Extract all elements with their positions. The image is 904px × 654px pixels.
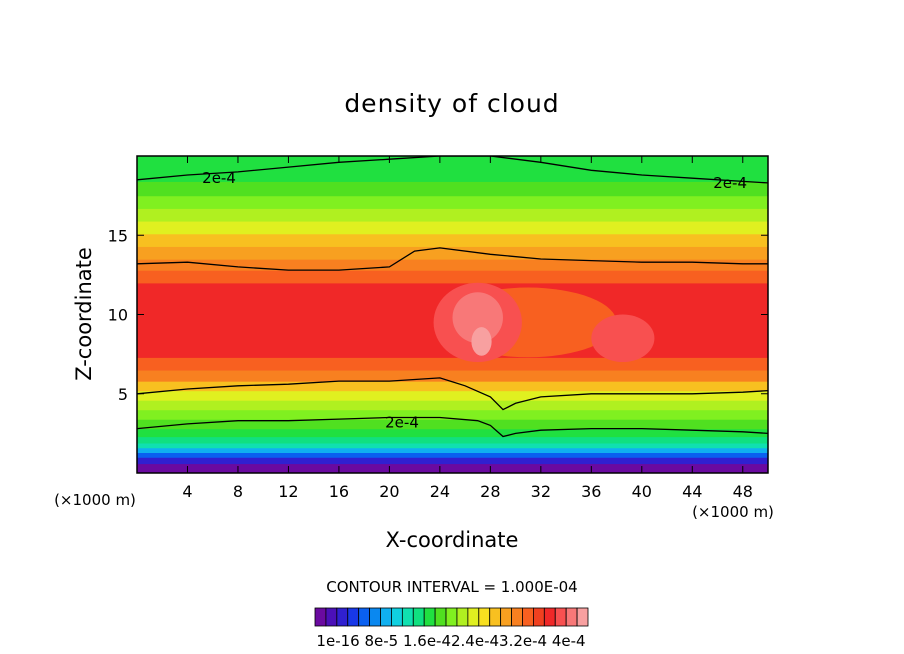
density-layer-6 [137,428,768,438]
x-tick-label-36: 36 [581,482,601,501]
contour-label-1: 2e-4 [713,174,747,192]
density-layer-9 [137,400,768,411]
density-layer-22 [137,181,768,197]
x-tick-label-44: 44 [682,482,702,501]
x-unit-right: (×1000 m) [692,503,774,521]
colorbar-swatch-9 [412,607,425,627]
colorbar [314,607,589,627]
y-tick-label-10: 10 [108,306,128,325]
contour-line-2 [137,377,768,411]
colorbar-swatch-2 [336,607,349,627]
colorbar-swatch-15 [478,607,491,627]
x-unit-left: (×1000 m) [54,491,136,509]
x-tick-label-8: 8 [233,482,243,501]
colorbar-swatch-5 [369,607,381,627]
density-layer-21 [137,195,768,209]
colorbar-swatch-24 [576,607,589,627]
y-tick-label-15: 15 [108,226,128,245]
chart-title: density of cloud [344,89,559,118]
colorbar-swatch-22 [554,607,567,627]
colorbar-swatch-8 [401,607,414,627]
density-blob-4 [471,327,492,356]
density-layer-15 [137,270,768,284]
colorbar-swatch-21 [543,607,556,627]
x-tick-label-20: 20 [379,482,399,501]
x-tick-label-40: 40 [632,482,652,501]
density-layer-3 [137,447,768,453]
colorbar-swatch-13 [456,607,469,627]
colorbar-swatch-6 [380,607,392,627]
colorbar-swatch-23 [565,607,578,627]
contour-line-3 [137,416,768,438]
density-layer-12 [137,369,768,382]
density-layer-19 [137,220,768,235]
density-layer-20 [137,208,768,222]
x-tick-label-24: 24 [430,482,450,501]
x-tick-label-28: 28 [480,482,500,501]
colorbar-swatch-1 [325,607,338,627]
colorbar-labels: 1e-16 8e-5 1.6e-42.4e-43.2e-4 4e-4 [316,632,585,650]
density-field [137,156,768,473]
colorbar-swatch-3 [347,607,360,627]
contour-label-2: 2e-4 [385,413,419,431]
y-axis-ticks: 5 10 15 [108,226,768,404]
colorbar-swatch-20 [533,607,545,627]
x-axis-label: X-coordinate [386,528,519,552]
density-blob-2 [591,314,655,363]
density-layer-4 [137,442,768,449]
x-tick-label-32: 32 [531,482,551,501]
x-tick-label-48: 48 [733,482,753,501]
colorbar-swatch-18 [511,607,523,627]
x-tick-label-16: 16 [329,482,349,501]
density-layer-2 [137,452,768,458]
colorbar-swatch-10 [423,607,436,627]
density-layer-7 [137,419,768,430]
density-layer-11 [137,381,768,392]
x-tick-label-12: 12 [278,482,298,501]
density-layer-13 [137,357,768,371]
density-layer-1 [137,457,768,465]
contour-labels: 2e-4 2e-4 2e-4 [202,169,747,431]
density-layer-18 [137,233,768,247]
y-tick-label-5: 5 [118,385,128,404]
density-blob-3 [452,292,503,344]
colorbar-swatch-7 [391,607,403,627]
colorbar-swatch-0 [314,607,327,627]
density-layer-0 [137,463,768,473]
colorbar-swatch-17 [500,607,512,627]
colorbar-swatch-12 [445,607,458,627]
colorbar-swatch-16 [489,607,502,627]
density-layer-10 [137,390,768,401]
colorbar-swatch-11 [434,607,447,627]
y-axis-label: Z-coordinate [72,247,96,381]
density-layer-8 [137,409,768,420]
density-layer-16 [137,259,768,271]
colorbar-swatch-14 [467,607,480,627]
contour-line-0 [137,156,768,184]
contour-interval-text: CONTOUR INTERVAL = 1.000E-04 [326,578,577,596]
colorbar-swatch-19 [522,607,534,627]
colorbar-swatch-4 [358,607,370,627]
x-axis-ticks: 4 8 12 16 20 24 28 32 36 40 44 48 [182,156,753,501]
density-layer-17 [137,246,768,260]
contour-line-1 [137,247,768,271]
density-layer-5 [137,436,768,444]
contour-label-0: 2e-4 [202,169,236,187]
contour-lines [137,156,768,438]
density-layer-23 [137,156,768,182]
x-tick-label-4: 4 [182,482,192,501]
